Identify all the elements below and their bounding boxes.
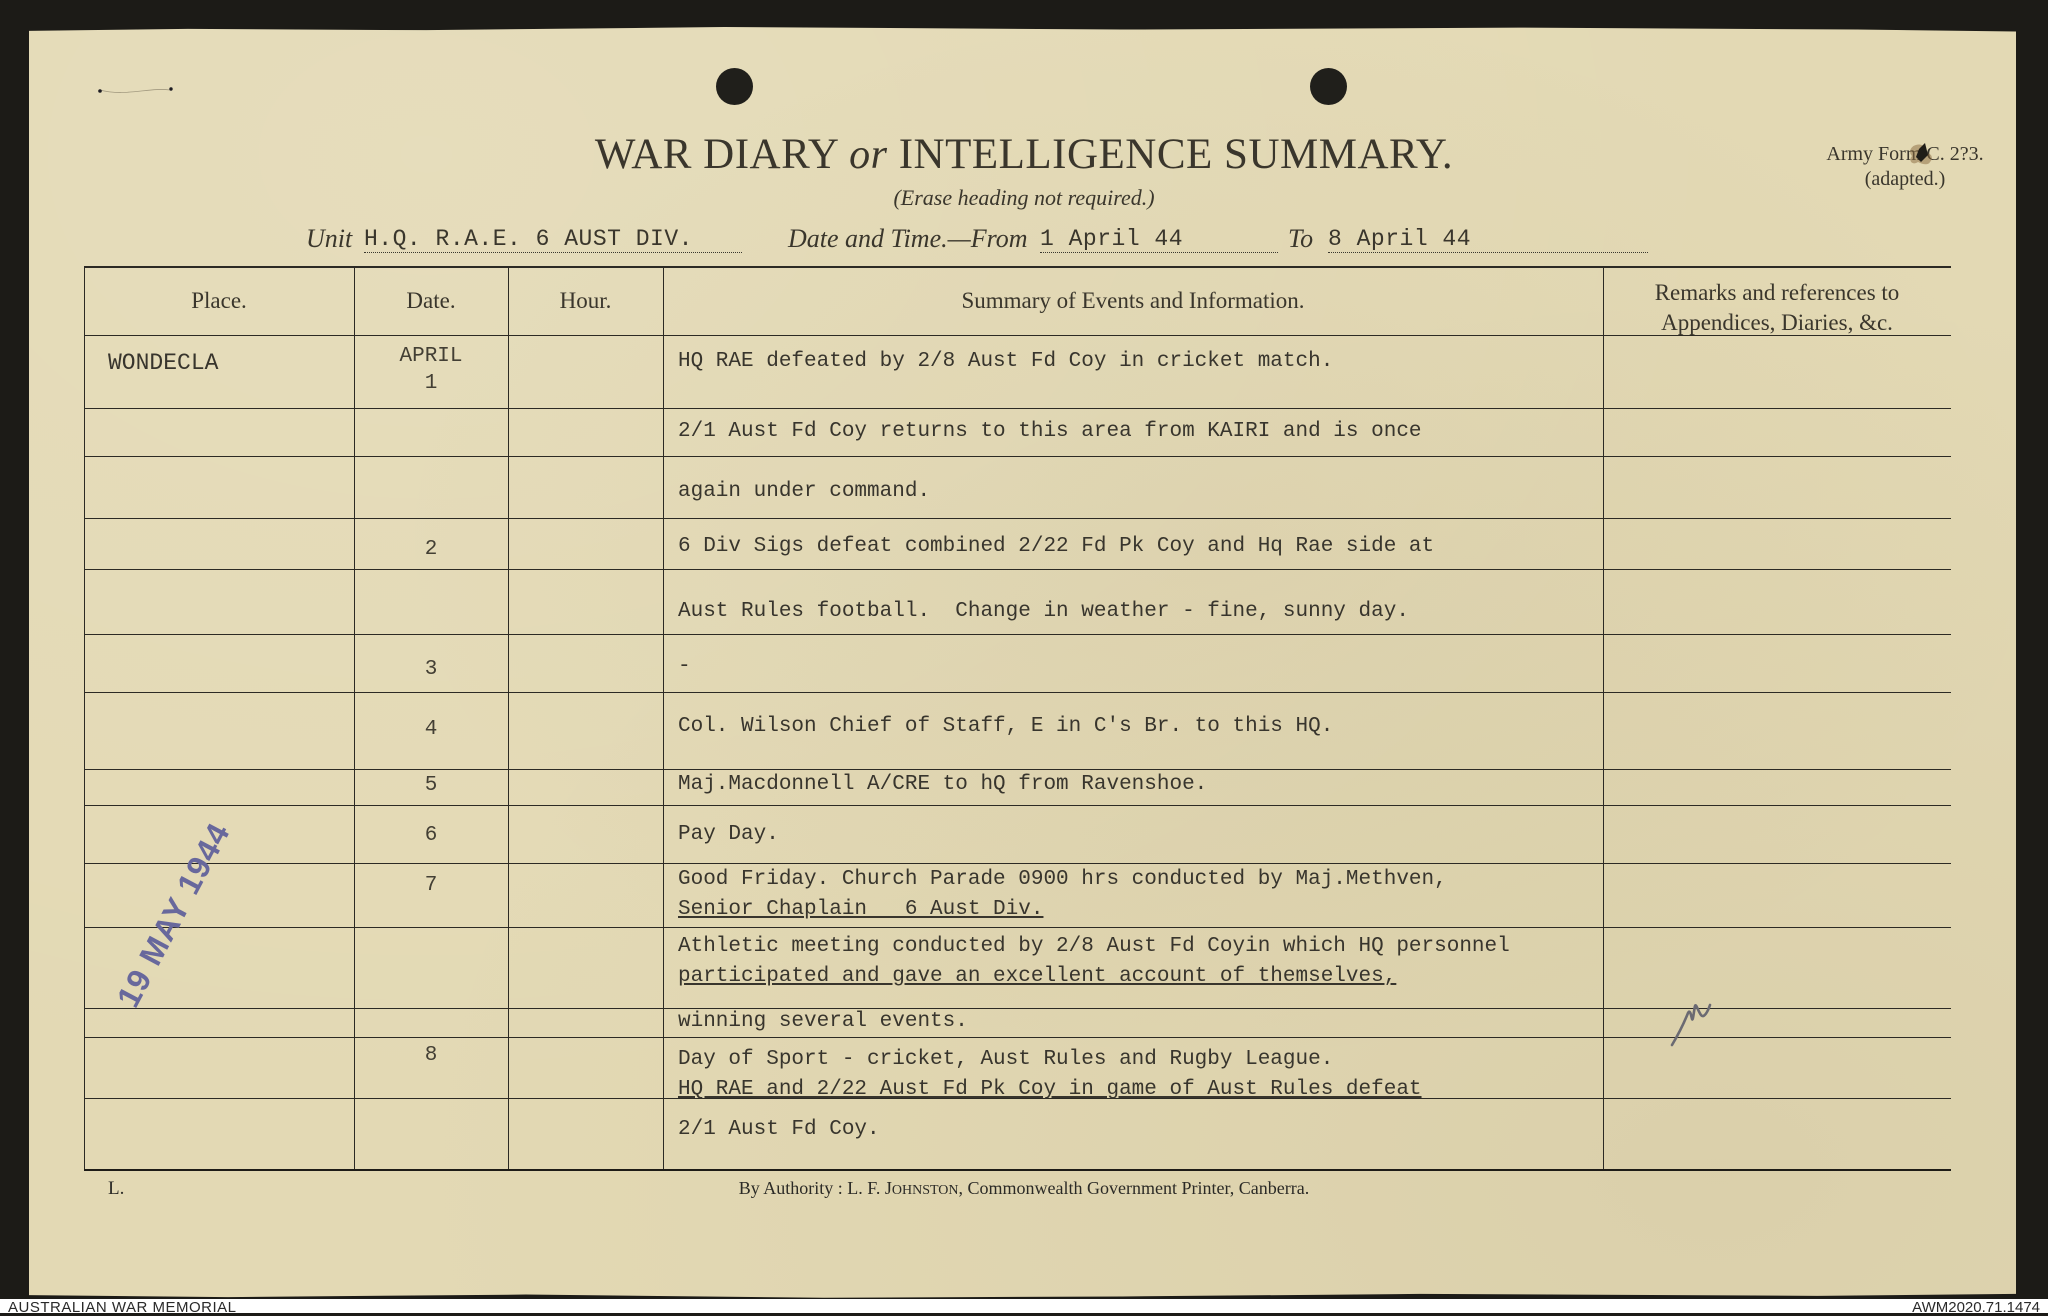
svg-text:19 MAY 1944: 19 MAY 1944 [110, 817, 237, 1013]
